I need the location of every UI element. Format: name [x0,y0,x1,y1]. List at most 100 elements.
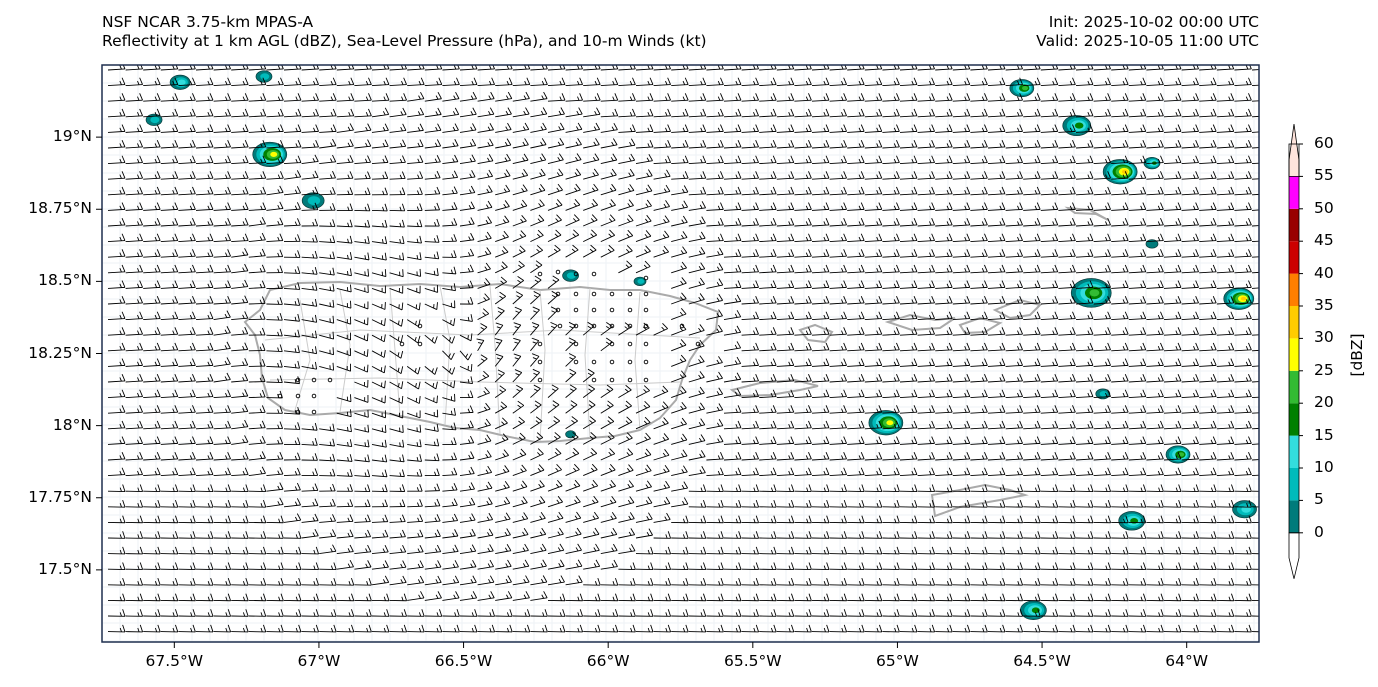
wind-barb [987,264,1006,274]
wind-barb [671,185,689,196]
wind-barb [530,91,548,102]
wind-barb [301,154,319,165]
wind-barb [635,93,654,102]
wind-barb [706,233,724,243]
wind-barb [600,108,619,118]
wind-barb [477,262,491,274]
wind-barb [935,108,953,118]
wind-barb [231,124,249,133]
wind-barb [354,301,369,310]
wind-barb [442,170,459,180]
wind-barb [248,264,266,274]
wind-barb [635,153,653,165]
wind-barb [442,202,458,211]
wind-barb [917,202,935,211]
municipality-borders [264,285,701,442]
wind-barb [1163,202,1182,211]
wind-barb [160,93,179,102]
wind-barb [917,171,935,180]
wind-barb [653,139,671,149]
wind-barb [759,93,777,102]
wind-barb [407,91,425,102]
wind-barb [741,249,759,258]
wind-barb [1146,233,1164,243]
wind-barb [283,186,301,196]
wind-barb [935,171,953,180]
wind-barb [1234,202,1252,211]
wind-barb [266,139,284,149]
wind-barb [371,123,389,133]
wind-barb [847,280,865,289]
wind-barb [371,219,388,228]
colorbar-tick-label: 50 [1314,198,1334,217]
wind-barb [1181,77,1199,87]
wind-barb [1075,77,1094,87]
wind-barb [477,107,495,118]
wind-barb [759,77,777,87]
colorbar-segment [1289,306,1299,339]
wind-barb [266,265,284,274]
wind-barb [495,215,510,227]
wind-barb [1216,124,1235,133]
wind-barb [635,124,654,133]
wind-barb [899,217,918,227]
wind-barb [565,93,583,102]
wind-barb [864,77,883,87]
wind-barb [336,284,352,293]
wind-barb [688,186,707,196]
wind-barb [829,108,847,118]
wind-barb [723,264,742,274]
wind-barb [248,280,266,289]
wind-barb [371,203,388,212]
wind-barb [847,217,865,227]
wind-barb [1234,264,1252,274]
wind-barb [811,249,830,258]
wind-barb [1128,217,1147,227]
wind-barb [1058,139,1076,149]
wind-barb [283,77,302,87]
wind-barb [125,93,143,102]
wind-barb [1234,139,1252,149]
wind-barb [283,250,301,258]
wind-barb [213,202,231,211]
wind-barb [864,280,883,289]
wind-barb [143,108,161,118]
wind-barb [160,233,179,243]
wind-barb [319,108,337,118]
wind-barb [829,280,847,289]
wind-barb [1234,249,1252,258]
wind-barb [195,124,214,133]
x-tick-label: 64°W [1165,652,1209,670]
colorbar-under-extension [1288,532,1300,579]
wind-barb [1181,249,1199,258]
wind-barb [301,186,319,196]
wind-barb [952,186,971,196]
colorbar-segment [1289,176,1299,209]
wind-barb [530,260,543,274]
colorbar-segment [1289,403,1299,436]
wind-barb [600,138,618,149]
wind-barb [301,170,319,180]
wind-barb [829,217,847,227]
colorbar-segment [1289,500,1299,533]
wind-barb [653,245,670,258]
wind-barb [319,124,337,133]
wind-barb [231,186,249,196]
wind-barb [1181,186,1199,196]
wind-barb [1146,155,1164,165]
wind-barb [530,138,547,149]
fields-title: Reflectivity at 1 km AGL (dBZ), Sea-Leve… [102,32,707,50]
wind-barb [794,139,812,149]
wind-barb [987,186,1006,196]
wind-barb [1111,155,1129,165]
model-title: NSF NCAR 3.75-km MPAS-A [102,13,314,31]
wind-barb [847,124,865,133]
wind-barb [354,285,369,294]
y-tick-label: 18°N [52,415,92,434]
wind-barb [1128,249,1147,258]
wind-barb [1093,124,1111,133]
wind-barb [389,236,405,244]
wind-barb [671,171,689,180]
wind-barb [899,139,918,149]
reflectivity-cell [1020,600,1047,620]
